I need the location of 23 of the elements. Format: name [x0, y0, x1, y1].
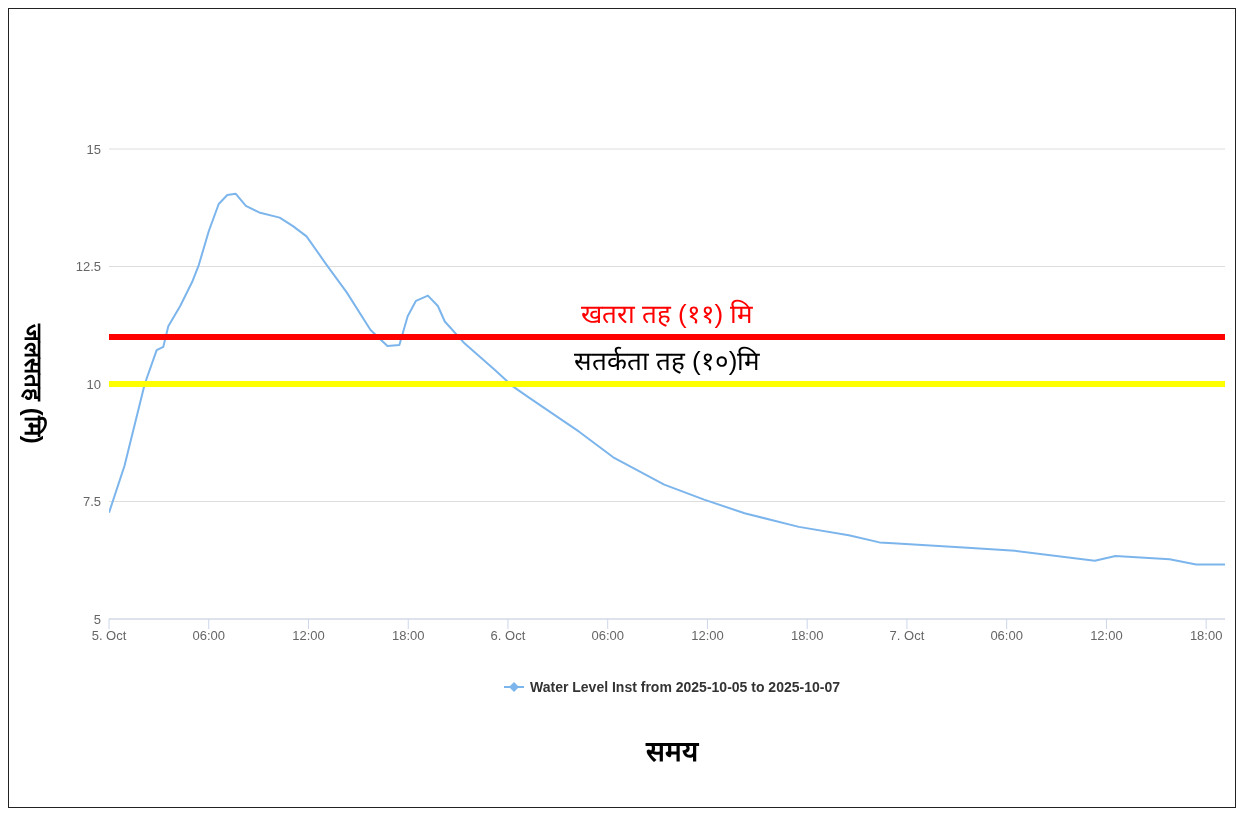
y-tick-label: 5	[93, 611, 101, 627]
x-tick-label: 18:00	[391, 628, 425, 644]
y-tick-label: 15	[86, 141, 101, 157]
x-tick-label: 18:00	[790, 628, 824, 644]
y-axis-title: जलसतह (मि)	[20, 323, 48, 444]
line-series	[109, 192, 1225, 566]
x-tick-label: 06:00	[591, 628, 624, 644]
y-tick-label: 12.5	[75, 259, 101, 275]
x-tick-label: 12:00	[292, 628, 325, 644]
x-tick-label: 06:00	[990, 628, 1023, 644]
ref-line-label: सतर्कता तह (१०)मि	[573, 346, 761, 376]
x-tick-label: 12:00	[691, 628, 724, 644]
legend-label: Water Level Inst from 2025-10-05 to 2025-10-07	[530, 679, 840, 695]
x-tick-label: 7. Oct	[889, 628, 925, 644]
x-axis-title: समय	[644, 734, 700, 769]
x-tick-label: 06:00	[192, 628, 226, 644]
x-tick-label: 18:00	[1189, 628, 1223, 644]
y-tick-label: 7.5	[82, 494, 101, 510]
x-tick-label: 12:00	[1090, 628, 1123, 644]
x-tick-label: 6. Oct	[490, 628, 526, 644]
ref-line-label: खतरा तह (११) मि	[580, 299, 754, 329]
y-tick-label: 10	[86, 376, 101, 392]
x-tick-label: 5. Oct	[91, 628, 127, 644]
